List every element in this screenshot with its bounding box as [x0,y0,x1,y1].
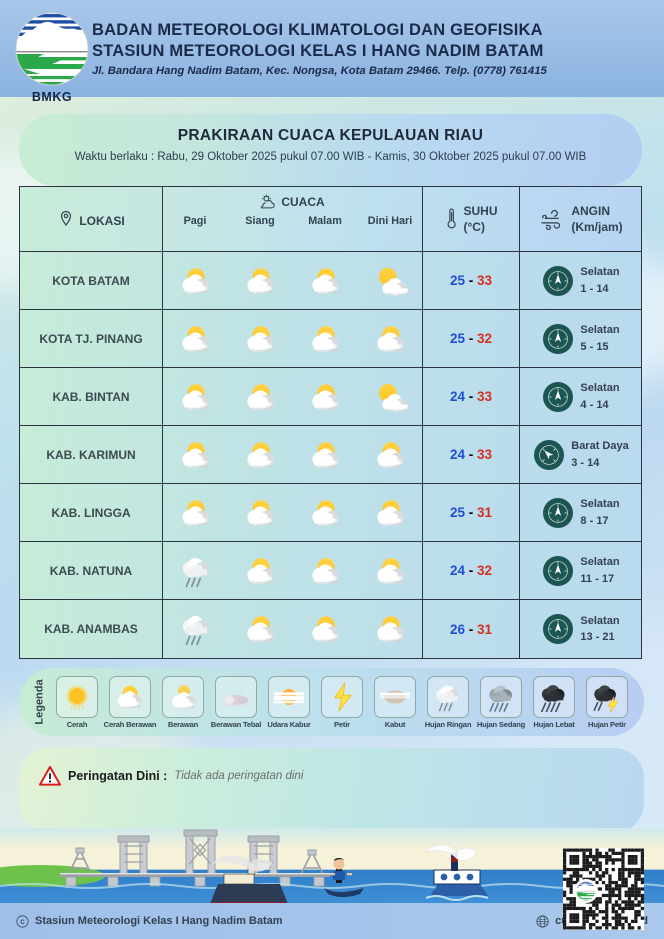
svg-text:C: C [20,919,25,925]
